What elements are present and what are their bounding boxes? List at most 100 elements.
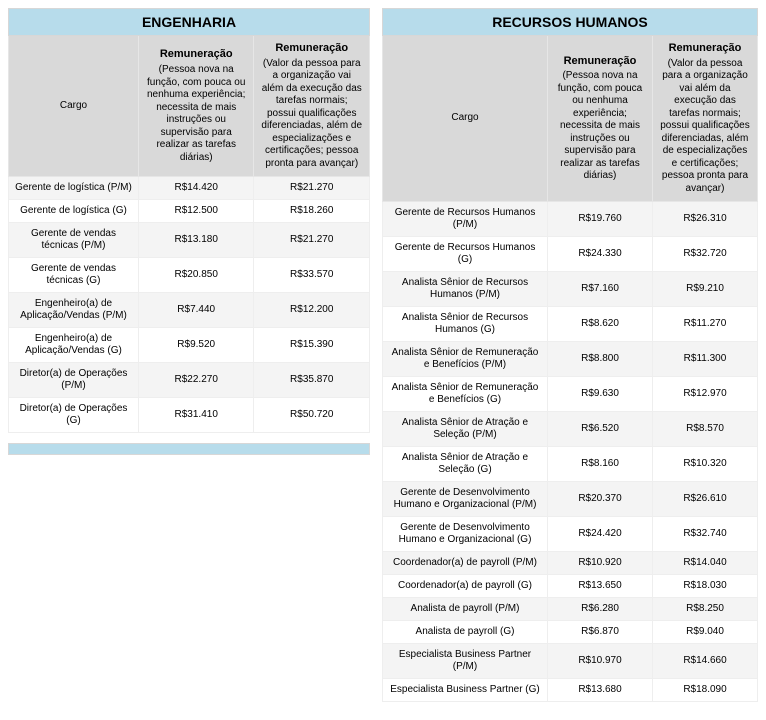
table-row: Gerente de Recursos Humanos (P/M)R$19.76… — [383, 202, 758, 237]
rh-header-row: Cargo Remuneração (Pessoa nova na função… — [383, 36, 758, 202]
cell-cargo: Gerente de vendas técnicas (P/M) — [9, 223, 139, 258]
cell-rem1: R$13.680 — [548, 679, 653, 702]
table-row: Analista Sênior de Remuneração e Benefíc… — [383, 342, 758, 377]
left-column: ENGENHARIA Cargo Remuneração (Pessoa nov… — [8, 8, 370, 455]
cell-rem2: R$14.660 — [653, 644, 758, 679]
cell-cargo: Engenheiro(a) de Aplicação/Vendas (P/M) — [9, 293, 139, 328]
cell-rem2: R$12.200 — [254, 293, 370, 328]
rh-title: RECURSOS HUMANOS — [383, 9, 758, 36]
table-row: Analista Sênior de Atração e Seleção (P/… — [383, 412, 758, 447]
cell-rem1: R$24.330 — [548, 237, 653, 272]
partial-next-section — [8, 443, 370, 455]
cell-rem2: R$21.270 — [254, 177, 370, 200]
table-row: Gerente de logística (G)R$12.500R$18.260 — [9, 200, 370, 223]
cell-cargo: Gerente de Desenvolvimento Humano e Orga… — [383, 517, 548, 552]
table-row: Diretor(a) de Operações (P/M)R$22.270R$3… — [9, 363, 370, 398]
cell-rem1: R$13.180 — [138, 223, 254, 258]
table-row: Diretor(a) de Operações (G)R$31.410R$50.… — [9, 398, 370, 433]
table-row: Gerente de vendas técnicas (P/M)R$13.180… — [9, 223, 370, 258]
cell-rem2: R$11.300 — [653, 342, 758, 377]
cell-cargo: Analista Sênior de Remuneração e Benefíc… — [383, 342, 548, 377]
left-col-rem1-desc: (Pessoa nova na função, com pouca ou nen… — [147, 64, 245, 163]
cell-rem2: R$12.970 — [653, 377, 758, 412]
table-row: Analista de payroll (P/M)R$6.280R$8.250 — [383, 598, 758, 621]
cell-rem1: R$9.520 — [138, 328, 254, 363]
cell-cargo: Gerente de Recursos Humanos (P/M) — [383, 202, 548, 237]
cell-rem1: R$6.870 — [548, 621, 653, 644]
cell-rem1: R$8.620 — [548, 307, 653, 342]
table-row: Analista de payroll (G)R$6.870R$9.040 — [383, 621, 758, 644]
cell-rem2: R$8.250 — [653, 598, 758, 621]
right-col-rem1-bold: Remuneração — [554, 55, 646, 69]
rh-title-row: RECURSOS HUMANOS — [383, 9, 758, 36]
cell-rem2: R$18.260 — [254, 200, 370, 223]
right-col-rem1-desc: (Pessoa nova na função, com pouca ou nen… — [558, 70, 643, 181]
cell-rem2: R$9.210 — [653, 272, 758, 307]
table-row: Coordenador(a) de payroll (P/M)R$10.920R… — [383, 552, 758, 575]
cell-cargo: Gerente de vendas técnicas (G) — [9, 258, 139, 293]
engenharia-table: ENGENHARIA Cargo Remuneração (Pessoa nov… — [8, 8, 370, 433]
cell-rem1: R$24.420 — [548, 517, 653, 552]
cell-cargo: Gerente de logística (P/M) — [9, 177, 139, 200]
cell-cargo: Gerente de Recursos Humanos (G) — [383, 237, 548, 272]
cell-cargo: Analista Sênior de Remuneração e Benefíc… — [383, 377, 548, 412]
left-col-rem1-bold: Remuneração — [145, 48, 248, 62]
cell-rem1: R$19.760 — [548, 202, 653, 237]
cell-cargo: Gerente de logística (G) — [9, 200, 139, 223]
cell-rem1: R$7.440 — [138, 293, 254, 328]
cell-rem2: R$10.320 — [653, 447, 758, 482]
table-row: Engenheiro(a) de Aplicação/Vendas (P/M)R… — [9, 293, 370, 328]
table-row: Analista Sênior de Recursos Humanos (P/M… — [383, 272, 758, 307]
cell-cargo: Coordenador(a) de payroll (G) — [383, 575, 548, 598]
right-col-rem1: Remuneração (Pessoa nova na função, com … — [548, 36, 653, 202]
cell-rem2: R$50.720 — [254, 398, 370, 433]
table-row: Analista Sênior de Remuneração e Benefíc… — [383, 377, 758, 412]
rh-table: RECURSOS HUMANOS Cargo Remuneração (Pess… — [382, 8, 758, 702]
table-row: Gerente de Desenvolvimento Humano e Orga… — [383, 517, 758, 552]
table-row: Coordenador(a) de payroll (G)R$13.650R$1… — [383, 575, 758, 598]
cell-rem1: R$9.630 — [548, 377, 653, 412]
right-column: RECURSOS HUMANOS Cargo Remuneração (Pess… — [382, 8, 758, 712]
cell-rem1: R$13.650 — [548, 575, 653, 598]
cell-rem1: R$6.520 — [548, 412, 653, 447]
right-col-cargo: Cargo — [383, 36, 548, 202]
right-col-rem2-bold: Remuneração — [659, 42, 751, 56]
cell-rem2: R$8.570 — [653, 412, 758, 447]
cell-rem2: R$35.870 — [254, 363, 370, 398]
cell-rem1: R$10.970 — [548, 644, 653, 679]
cell-rem1: R$31.410 — [138, 398, 254, 433]
table-row: Gerente de Desenvolvimento Humano e Orga… — [383, 482, 758, 517]
cell-cargo: Analista Sênior de Recursos Humanos (G) — [383, 307, 548, 342]
cell-rem1: R$20.370 — [548, 482, 653, 517]
cell-cargo: Especialista Business Partner (P/M) — [383, 644, 548, 679]
engenharia-block: ENGENHARIA Cargo Remuneração (Pessoa nov… — [8, 8, 370, 433]
cell-cargo: Engenheiro(a) de Aplicação/Vendas (G) — [9, 328, 139, 363]
table-row: Especialista Business Partner (G)R$13.68… — [383, 679, 758, 702]
cell-rem1: R$7.160 — [548, 272, 653, 307]
cell-rem2: R$18.030 — [653, 575, 758, 598]
table-row: Gerente de logística (P/M)R$14.420R$21.2… — [9, 177, 370, 200]
table-row: Analista Sênior de Recursos Humanos (G)R… — [383, 307, 758, 342]
cell-rem2: R$26.310 — [653, 202, 758, 237]
cell-cargo: Especialista Business Partner (G) — [383, 679, 548, 702]
cell-rem2: R$11.270 — [653, 307, 758, 342]
cell-rem1: R$10.920 — [548, 552, 653, 575]
cell-rem1: R$12.500 — [138, 200, 254, 223]
cell-rem1: R$14.420 — [138, 177, 254, 200]
cell-rem2: R$33.570 — [254, 258, 370, 293]
cell-cargo: Analista Sênior de Atração e Seleção (P/… — [383, 412, 548, 447]
rh-block: RECURSOS HUMANOS Cargo Remuneração (Pess… — [382, 8, 758, 702]
table-row: Gerente de Recursos Humanos (G)R$24.330R… — [383, 237, 758, 272]
table-row: Analista Sênior de Atração e Seleção (G)… — [383, 447, 758, 482]
cell-rem2: R$15.390 — [254, 328, 370, 363]
cell-rem1: R$22.270 — [138, 363, 254, 398]
cell-cargo: Analista Sênior de Atração e Seleção (G) — [383, 447, 548, 482]
tables-container: ENGENHARIA Cargo Remuneração (Pessoa nov… — [8, 8, 758, 712]
cell-rem1: R$8.800 — [548, 342, 653, 377]
cell-cargo: Analista Sênior de Recursos Humanos (P/M… — [383, 272, 548, 307]
cell-cargo: Diretor(a) de Operações (G) — [9, 398, 139, 433]
engenharia-title-row: ENGENHARIA — [9, 9, 370, 36]
cell-rem2: R$26.610 — [653, 482, 758, 517]
engenharia-header-row: Cargo Remuneração (Pessoa nova na função… — [9, 36, 370, 177]
left-col-rem1: Remuneração (Pessoa nova na função, com … — [138, 36, 254, 177]
